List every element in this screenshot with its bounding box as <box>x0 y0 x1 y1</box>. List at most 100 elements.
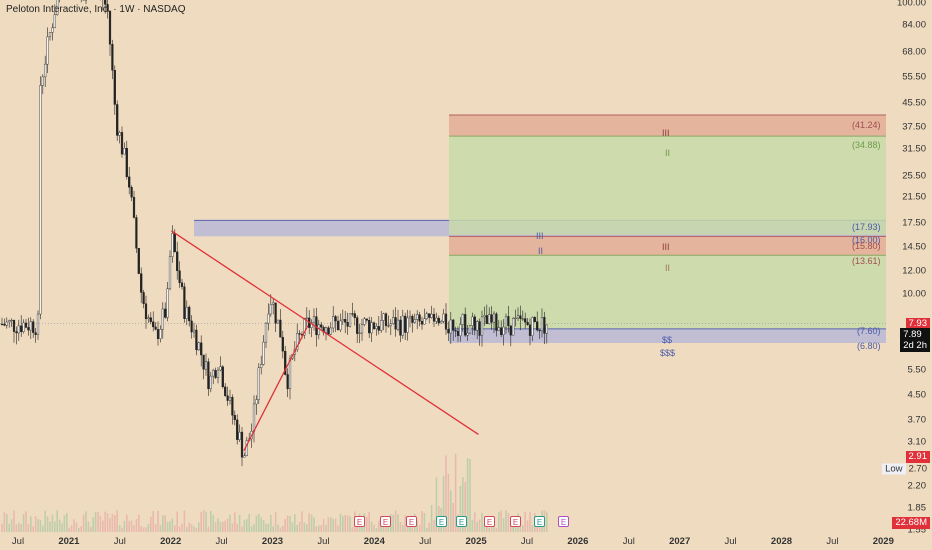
volume-bar <box>423 513 426 532</box>
volume-bar <box>368 511 370 532</box>
volume-bar <box>447 473 450 532</box>
candle-body <box>437 317 440 324</box>
time-tick: Jul <box>113 536 126 547</box>
volume-bar <box>250 526 253 532</box>
volume-bar <box>325 524 327 532</box>
candle-body <box>190 320 193 333</box>
candle-body <box>495 313 498 331</box>
earnings-marker[interactable]: E <box>406 516 417 527</box>
volume-bar <box>22 514 25 532</box>
candle-body <box>478 321 481 336</box>
zone-label-overlap-a: (16.00) <box>852 235 881 245</box>
volume-bar <box>392 514 394 532</box>
volume-bar <box>500 510 502 532</box>
volume-bar <box>80 526 82 532</box>
candle-body <box>449 319 452 334</box>
volume-bar <box>200 512 202 532</box>
volume-bar <box>356 525 358 532</box>
candle-body <box>176 251 179 271</box>
candle-body <box>516 315 520 319</box>
volume-bar <box>138 514 140 532</box>
candle-body <box>476 321 479 331</box>
price-tick: 84.00 <box>902 19 926 31</box>
candle-body <box>380 320 383 331</box>
candle-body <box>444 313 448 330</box>
earnings-marker[interactable]: E <box>354 516 365 527</box>
candle-body <box>20 325 23 332</box>
earnings-marker[interactable]: E <box>534 516 545 527</box>
candle-body <box>132 196 136 218</box>
volume-bar <box>478 519 481 532</box>
time-tick: 2022 <box>160 536 182 547</box>
volume-bar <box>382 526 385 532</box>
candle-body <box>286 374 289 390</box>
volume-bar <box>342 516 344 532</box>
candle-body <box>243 455 246 458</box>
earnings-marker[interactable]: E <box>510 516 521 527</box>
candle-body <box>509 325 512 336</box>
volume-bar <box>25 511 27 532</box>
volume-bar <box>411 522 414 532</box>
candle-body <box>188 306 191 322</box>
volume-bar <box>404 515 406 532</box>
earnings-marker[interactable]: E <box>380 516 391 527</box>
volume-bar <box>34 516 37 532</box>
candle-body <box>51 27 54 33</box>
volume-bar <box>306 524 308 532</box>
volume-bar <box>406 525 409 532</box>
zone-label-entry-1: (7.60) <box>857 326 881 336</box>
volume-bar <box>450 490 452 532</box>
candle-body <box>44 63 47 78</box>
volume-bar <box>536 522 538 532</box>
volume-bar <box>462 476 464 532</box>
volume-bar <box>63 515 66 532</box>
candle-body <box>149 317 152 322</box>
candle-body <box>312 316 316 323</box>
candle-body <box>288 358 292 390</box>
candle-body <box>456 330 460 336</box>
volume-bar <box>114 515 116 532</box>
candle-body <box>524 318 527 323</box>
candle-body <box>327 327 330 335</box>
candle-body <box>461 314 464 325</box>
candle-body <box>336 320 340 331</box>
candle-body <box>420 321 424 325</box>
candle-body <box>408 315 412 319</box>
time-axis[interactable]: Jul 2021 Jul 2022 Jul 2023 Jul 2024 Jul 2025 Jul 20… <box>0 532 894 550</box>
volume-bar <box>207 526 210 532</box>
candle-body <box>116 104 119 136</box>
candle-body <box>459 324 462 336</box>
candle-body <box>10 319 13 322</box>
candle-body <box>341 319 344 322</box>
volume-bar <box>169 520 171 532</box>
volume-bar <box>30 516 32 532</box>
candle-body <box>320 324 323 328</box>
volume-bar <box>152 510 154 532</box>
earnings-marker[interactable]: E <box>484 516 495 527</box>
volume-bar <box>322 519 325 532</box>
marker-ii-green: II <box>665 148 671 158</box>
candle-body <box>178 270 181 283</box>
price-axis[interactable]: 120.00100.0084.0068.0055.5045.5037.5031.… <box>886 0 932 536</box>
earnings-marker[interactable]: E <box>456 516 467 527</box>
trendline-0 <box>171 230 479 435</box>
volume-bar <box>128 520 130 532</box>
chart-title: Peloton Interactive, Inc. · 1W · NASDAQ <box>6 4 186 15</box>
earnings-marker[interactable]: E <box>558 516 569 527</box>
earnings-marker[interactable]: E <box>436 516 447 527</box>
candle-body <box>22 322 25 332</box>
volume-bar <box>44 510 46 532</box>
candle-body <box>168 256 172 289</box>
volume-bar <box>6 513 8 532</box>
candle-body <box>485 315 488 324</box>
candle-body <box>180 282 184 287</box>
volume-bar <box>380 525 382 532</box>
volume-bar <box>13 510 15 532</box>
volume-bar <box>205 511 207 532</box>
candle-body <box>207 361 210 390</box>
candle-body <box>204 361 208 370</box>
low-value: 2.70 <box>908 463 928 475</box>
volume-bar <box>150 516 152 532</box>
